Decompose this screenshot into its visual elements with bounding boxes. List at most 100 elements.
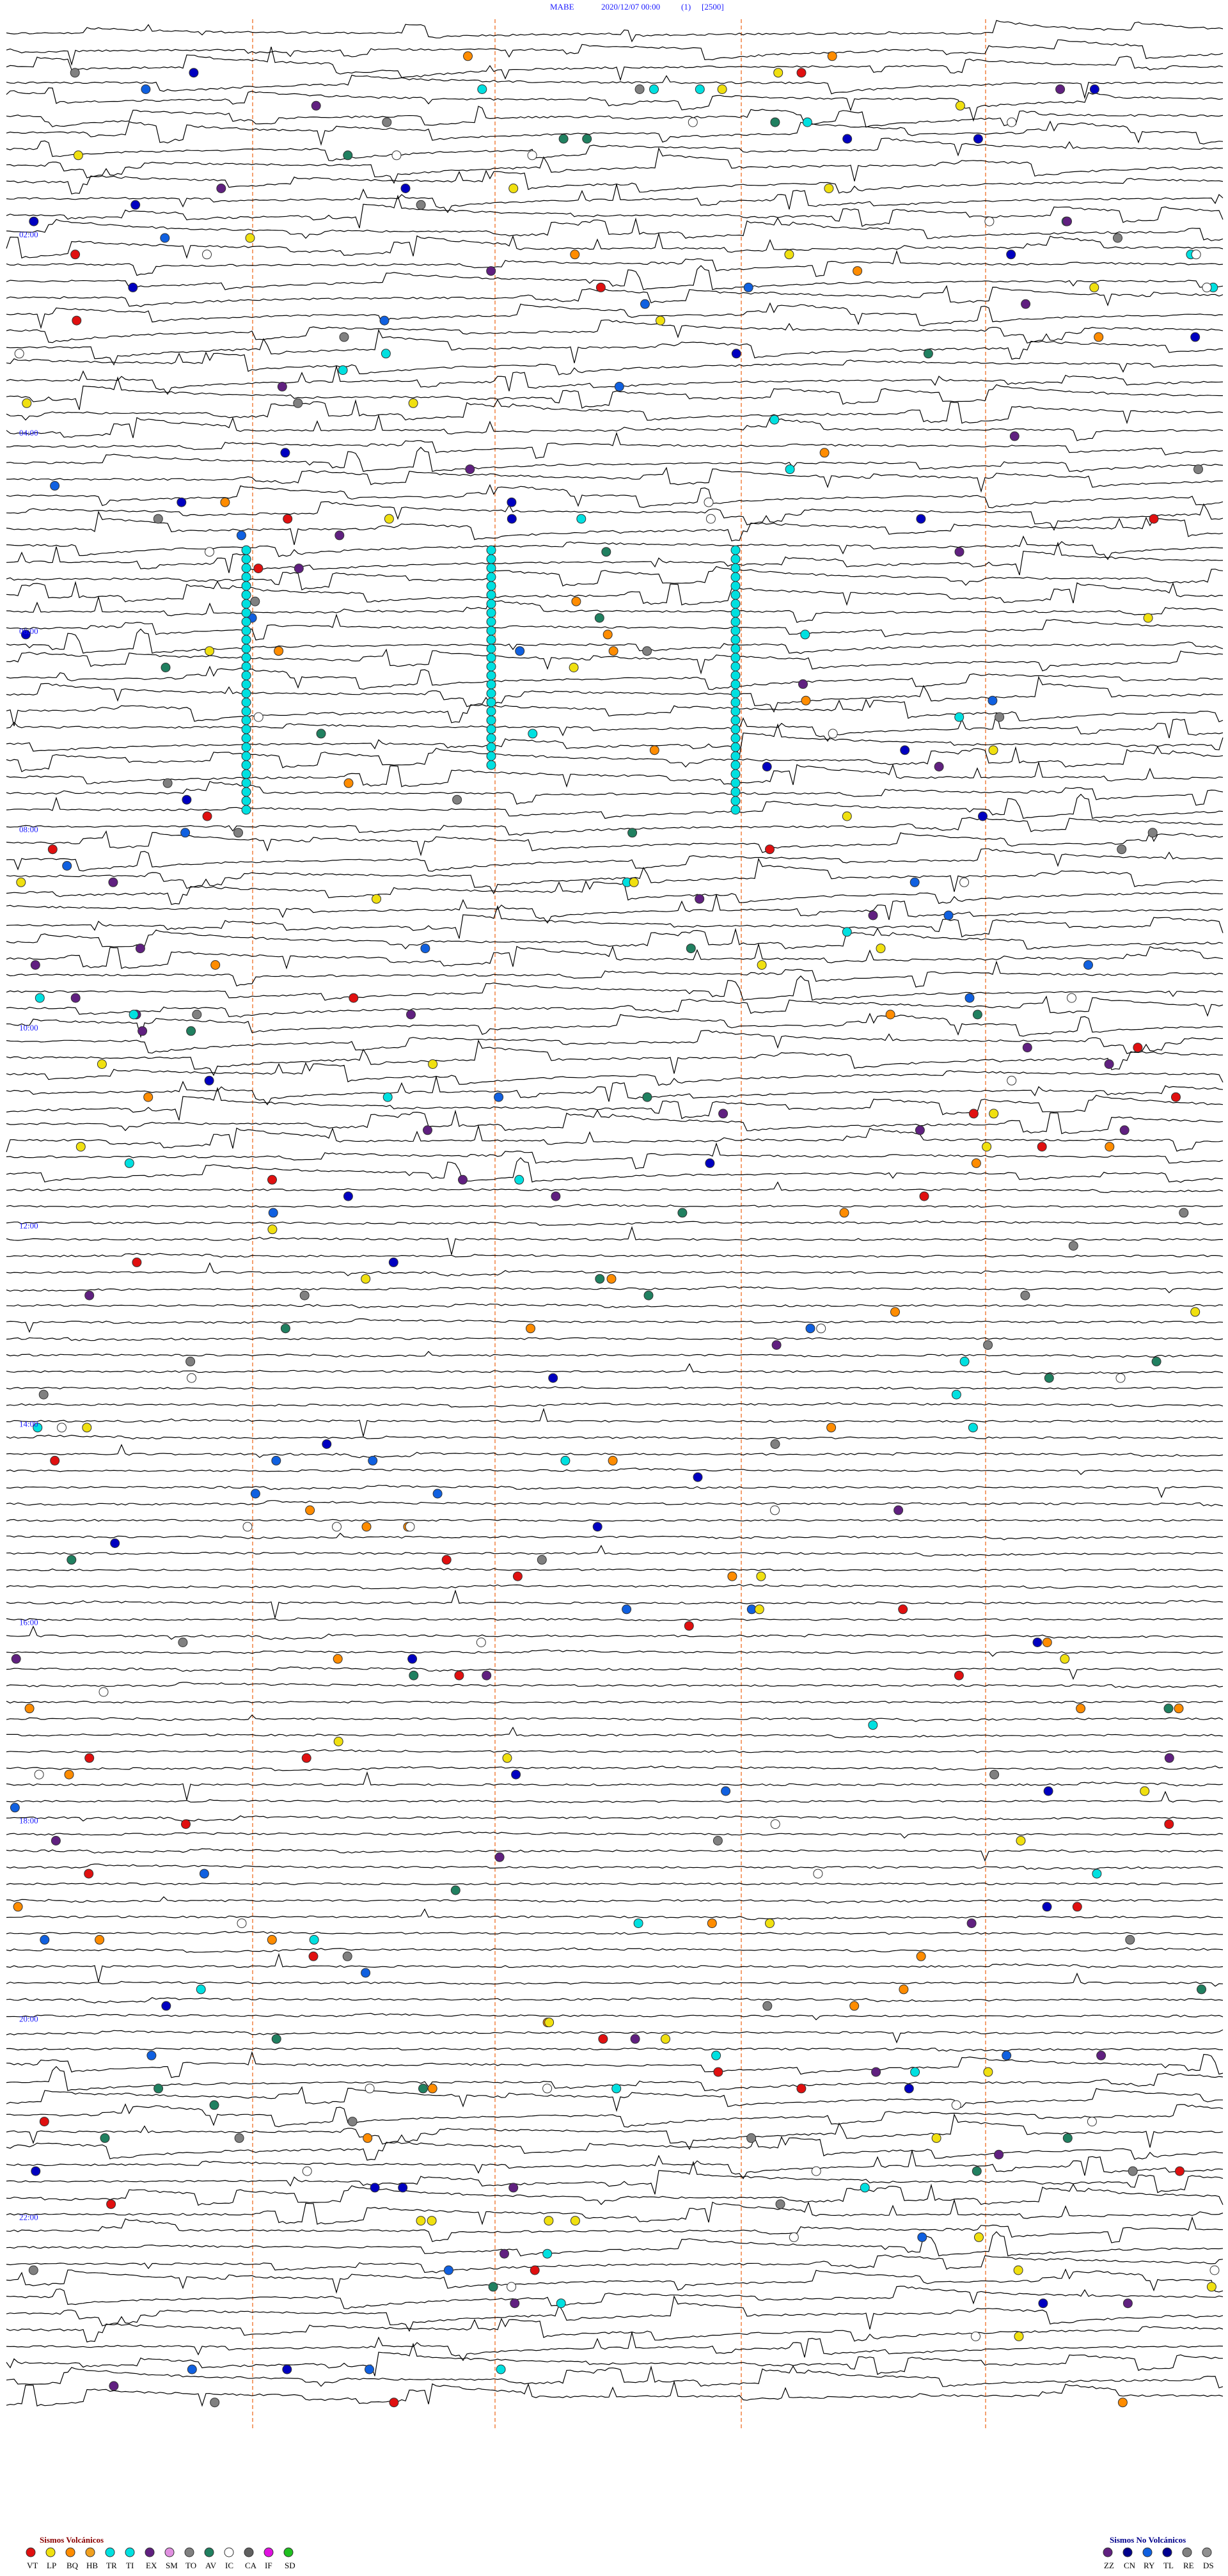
event xyxy=(177,497,187,507)
event xyxy=(267,1934,277,1945)
event xyxy=(842,927,852,937)
event xyxy=(1197,1984,1206,1995)
event xyxy=(842,134,853,144)
trace xyxy=(6,1727,1224,1739)
event xyxy=(271,2034,281,2044)
event xyxy=(598,2034,608,2044)
event xyxy=(718,1109,728,1119)
event xyxy=(428,1059,438,1069)
trace xyxy=(6,761,1224,788)
event xyxy=(544,2216,554,2226)
legend-code: CA xyxy=(245,2561,257,2570)
event xyxy=(730,626,741,636)
trace xyxy=(6,106,1224,128)
event xyxy=(416,2216,426,2226)
trace xyxy=(6,1062,1224,1086)
event xyxy=(919,1191,929,1201)
event xyxy=(486,679,496,690)
trace xyxy=(6,414,1224,441)
event xyxy=(630,2034,640,2044)
event xyxy=(486,706,496,716)
event xyxy=(971,1158,981,1168)
event xyxy=(789,2232,799,2242)
event xyxy=(233,828,243,838)
event xyxy=(730,661,741,672)
trace xyxy=(6,1030,1224,1054)
event xyxy=(277,381,287,391)
time-label: 20:00 xyxy=(19,2014,38,2024)
event xyxy=(1151,1356,1161,1366)
event xyxy=(968,1423,978,1433)
event xyxy=(972,2166,982,2176)
trace xyxy=(6,1567,1224,1572)
trace xyxy=(6,1931,1224,1936)
event xyxy=(40,1934,50,1945)
legend-code: ZZ xyxy=(1104,2561,1114,2570)
event xyxy=(241,545,251,555)
event xyxy=(770,1505,780,1515)
legend-swatch xyxy=(204,2547,214,2557)
event xyxy=(241,670,251,681)
legend-swatch xyxy=(184,2547,194,2557)
event xyxy=(51,1836,61,1845)
event xyxy=(496,2364,506,2375)
event xyxy=(971,2331,980,2341)
event xyxy=(713,2067,723,2077)
event xyxy=(241,644,251,654)
event xyxy=(730,706,741,716)
event xyxy=(571,596,581,606)
event xyxy=(1042,1902,1052,1912)
trace xyxy=(6,265,1224,290)
event xyxy=(234,2133,244,2143)
trace xyxy=(6,466,1224,493)
event xyxy=(1209,2265,1220,2275)
legend-swatch xyxy=(26,2547,36,2557)
event xyxy=(29,216,39,226)
event xyxy=(427,2083,437,2094)
event xyxy=(486,554,496,564)
legend-swatch xyxy=(45,2547,56,2557)
event xyxy=(389,2398,399,2408)
event xyxy=(241,733,251,743)
event xyxy=(805,1324,815,1334)
trace xyxy=(6,1226,1223,1255)
event xyxy=(178,1638,188,1647)
volcanic-title: Sismos Volcánicos xyxy=(40,2535,104,2545)
event xyxy=(241,796,251,806)
station: MABE xyxy=(550,2,574,12)
event xyxy=(608,646,618,656)
trace xyxy=(6,960,1224,988)
event xyxy=(1042,1638,1052,1647)
event xyxy=(409,1670,419,1680)
event xyxy=(730,742,741,752)
event xyxy=(1068,1241,1078,1251)
trace xyxy=(6,1863,1224,1870)
event xyxy=(361,1968,371,1978)
event xyxy=(707,1918,717,1929)
trace xyxy=(6,2332,1224,2362)
event xyxy=(1009,431,1019,441)
trace xyxy=(6,1303,1224,1309)
event xyxy=(14,349,24,359)
event xyxy=(943,910,954,921)
event xyxy=(204,1075,214,1086)
event xyxy=(811,2166,821,2176)
event xyxy=(594,613,604,623)
event xyxy=(1022,1043,1032,1053)
event xyxy=(293,398,303,408)
event xyxy=(622,1604,632,1615)
trace xyxy=(6,942,1224,970)
event xyxy=(530,2265,540,2275)
event xyxy=(642,646,652,656)
event xyxy=(486,581,496,591)
event xyxy=(408,398,418,408)
trace xyxy=(6,1252,1224,1258)
trace xyxy=(6,2136,1224,2161)
legend-swatch xyxy=(224,2547,234,2557)
event xyxy=(649,745,659,755)
trace xyxy=(6,1500,1224,1506)
event xyxy=(784,249,794,260)
event xyxy=(688,117,698,127)
event xyxy=(406,1009,416,1020)
time-label: 18:00 xyxy=(19,1816,38,1826)
